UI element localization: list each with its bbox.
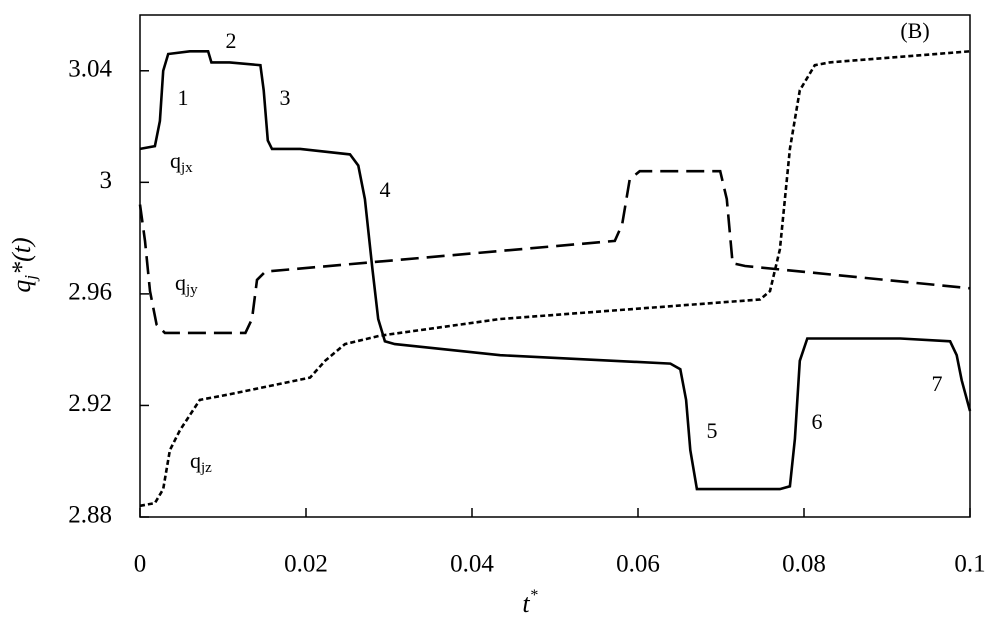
annotation: 6 — [812, 409, 823, 434]
y-axis-label: qj*(t) — [7, 237, 40, 292]
series-label: qjz — [190, 448, 212, 476]
series-line — [139, 50, 971, 508]
series-label-sub: jx — [180, 160, 193, 176]
y-axis-label-base: q — [7, 280, 36, 293]
y-tick-label: 2.96 — [68, 279, 112, 306]
series-line — [139, 50, 972, 491]
series-label: qjx — [170, 148, 193, 176]
x-axis-label: t* — [522, 587, 537, 618]
series-label-base: q — [190, 448, 201, 473]
annotation: 5 — [707, 418, 718, 443]
y-axis-label-rest: *(t) — [7, 237, 36, 275]
y-axis-label-sub: j — [21, 275, 40, 282]
x-tick-label: 0.06 — [616, 551, 660, 578]
x-axis-label-sup: * — [530, 587, 538, 604]
y-tick-label: 3.04 — [68, 56, 112, 83]
y-tick-label: 3 — [100, 167, 113, 194]
annotation: 2 — [226, 28, 237, 53]
y-tick-label: 2.92 — [68, 390, 112, 417]
series-label-sub: jy — [185, 282, 198, 298]
x-tick-label: 0.08 — [782, 551, 826, 578]
series-label: qjy — [175, 270, 198, 298]
x-tick-label: 0.04 — [450, 551, 494, 578]
x-tick-label: 0.1 — [954, 551, 985, 578]
series-label-sub: jz — [200, 460, 212, 476]
x-tick-label: 0.02 — [284, 551, 328, 578]
panel-label: (B) — [900, 18, 929, 43]
annotation: 1 — [178, 85, 189, 110]
x-axis-label-base: t — [522, 589, 530, 618]
annotation: 7 — [932, 371, 943, 396]
annotation: 4 — [380, 177, 391, 202]
annotation: 3 — [280, 85, 291, 110]
series-line — [138, 169, 971, 335]
x-tick-label: 0 — [134, 551, 147, 578]
plot-frame — [139, 14, 971, 518]
series-label-base: q — [175, 270, 186, 295]
series-label-base: q — [170, 148, 181, 173]
y-tick-label: 2.88 — [68, 502, 112, 529]
